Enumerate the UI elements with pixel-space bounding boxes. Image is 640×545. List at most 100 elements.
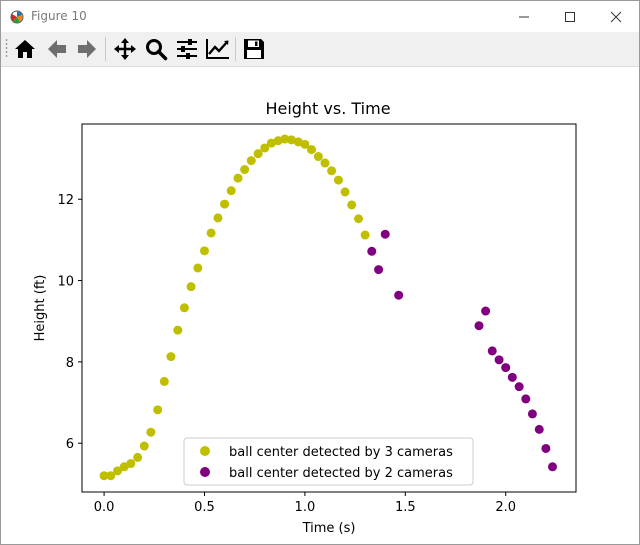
save-icon [244,39,264,59]
data-point-3-cameras [139,441,149,451]
x-tick-label: 1.0 [295,500,316,515]
scatter-points [99,134,558,481]
close-button[interactable] [593,1,639,32]
data-point-2-cameras [521,394,531,404]
minimize-button[interactable] [501,1,547,32]
data-point-3-cameras [126,459,136,469]
data-point-3-cameras [213,213,223,223]
subplots-config-button[interactable] [173,35,201,63]
data-point-2-cameras [514,382,524,392]
data-point-3-cameras [233,173,243,183]
data-point-3-cameras [266,138,276,148]
legend: ball center detected by 3 cameras ball c… [183,437,474,486]
legend-label: ball center detected by 2 cameras [229,466,453,481]
edit-axis-icon [206,39,229,59]
x-tick-label: 2.0 [495,500,516,515]
y-tick-label: 6 [66,437,74,452]
data-point-3-cameras [347,200,357,210]
toolbar-grip[interactable] [5,37,8,61]
data-point-3-cameras [173,325,183,335]
data-point-3-cameras [360,230,370,240]
home-icon [15,40,35,58]
forward-arrow-icon [78,40,96,58]
y-tick-label: 12 [57,193,74,208]
x-tick-label: 0.0 [94,500,115,515]
data-point-3-cameras [246,156,256,166]
data-point-2-cameras [380,229,390,239]
data-point-2-cameras [541,443,551,453]
data-point-3-cameras [159,376,169,386]
data-point-3-cameras [179,303,189,313]
data-point-2-cameras [527,409,537,419]
data-point-3-cameras [286,135,296,145]
pan-icon [114,38,136,60]
data-point-3-cameras [220,199,230,209]
back-arrow-icon [48,40,66,58]
data-point-2-cameras [501,363,511,373]
zoom-icon [146,39,168,61]
data-point-3-cameras [199,246,209,256]
data-point-2-cameras [394,290,404,300]
chart-title: Height vs. Time [265,99,390,118]
back-button[interactable] [43,35,71,63]
data-point-3-cameras [186,282,196,292]
y-tick-label: 10 [57,275,74,290]
zoom-button[interactable] [142,35,170,63]
data-point-3-cameras [327,166,337,176]
x-axis-label: Time (s) [302,521,356,536]
data-point-2-cameras [374,265,384,275]
data-point-3-cameras [340,187,350,197]
legend-marker [200,446,210,456]
data-point-2-cameras [487,346,497,356]
axis-ticks: 0.0 0.5 1.0 1.5 2.0 6 8 10 12 [57,193,516,515]
data-point-3-cameras [354,214,364,224]
data-point-3-cameras [133,452,143,462]
data-point-3-cameras [333,175,343,185]
x-tick-label: 1.5 [395,500,416,515]
data-point-3-cameras [166,352,176,362]
data-point-2-cameras [474,321,484,331]
figure-canvas[interactable]: Height vs. Time 0.0 0.5 1.0 1.5 2.0 6 8 10 12 Ti… [1,67,639,544]
maximize-button[interactable] [547,1,593,32]
data-point-2-cameras [507,372,517,382]
y-tick-label: 8 [66,356,74,371]
data-point-3-cameras [193,263,203,273]
maximize-icon [565,11,575,22]
data-point-2-cameras [494,355,504,365]
data-point-3-cameras [153,405,163,415]
data-point-3-cameras [146,427,156,437]
data-point-3-cameras [307,145,317,155]
data-point-3-cameras [253,149,263,159]
window-title: Figure 10 [31,9,87,23]
edit-axis-button[interactable] [204,35,232,63]
x-tick-label: 0.5 [194,500,215,515]
toolbar-separator [105,37,106,61]
legend-label: ball center detected by 3 cameras [229,445,453,460]
subplots-config-icon [177,39,197,59]
data-point-3-cameras [313,152,323,162]
chart[interactable]: Height vs. Time 0.0 0.5 1.0 1.5 2.0 6 8 10 12 Ti… [1,67,639,544]
save-button[interactable] [240,35,268,63]
toolbar-separator [235,37,236,61]
matplotlib-app-icon [10,9,24,24]
data-point-3-cameras [226,186,236,196]
data-point-3-cameras [99,471,109,481]
plot-area-frame [81,123,577,493]
data-point-2-cameras [367,246,377,256]
y-axis-label: Height (ft) [33,275,48,342]
legend-box [183,437,474,486]
data-point-2-cameras [548,462,558,472]
forward-button[interactable] [73,35,101,63]
data-point-3-cameras [300,139,310,149]
title-bar[interactable]: Figure 10 [1,1,639,32]
home-button[interactable] [11,35,39,63]
data-point-2-cameras [481,306,491,316]
data-point-3-cameras [260,143,270,153]
data-point-3-cameras [280,134,290,144]
pan-button[interactable] [111,35,139,63]
data-point-3-cameras [240,165,250,175]
data-point-2-cameras [534,424,544,434]
legend-marker [200,467,210,477]
data-point-3-cameras [113,466,123,476]
